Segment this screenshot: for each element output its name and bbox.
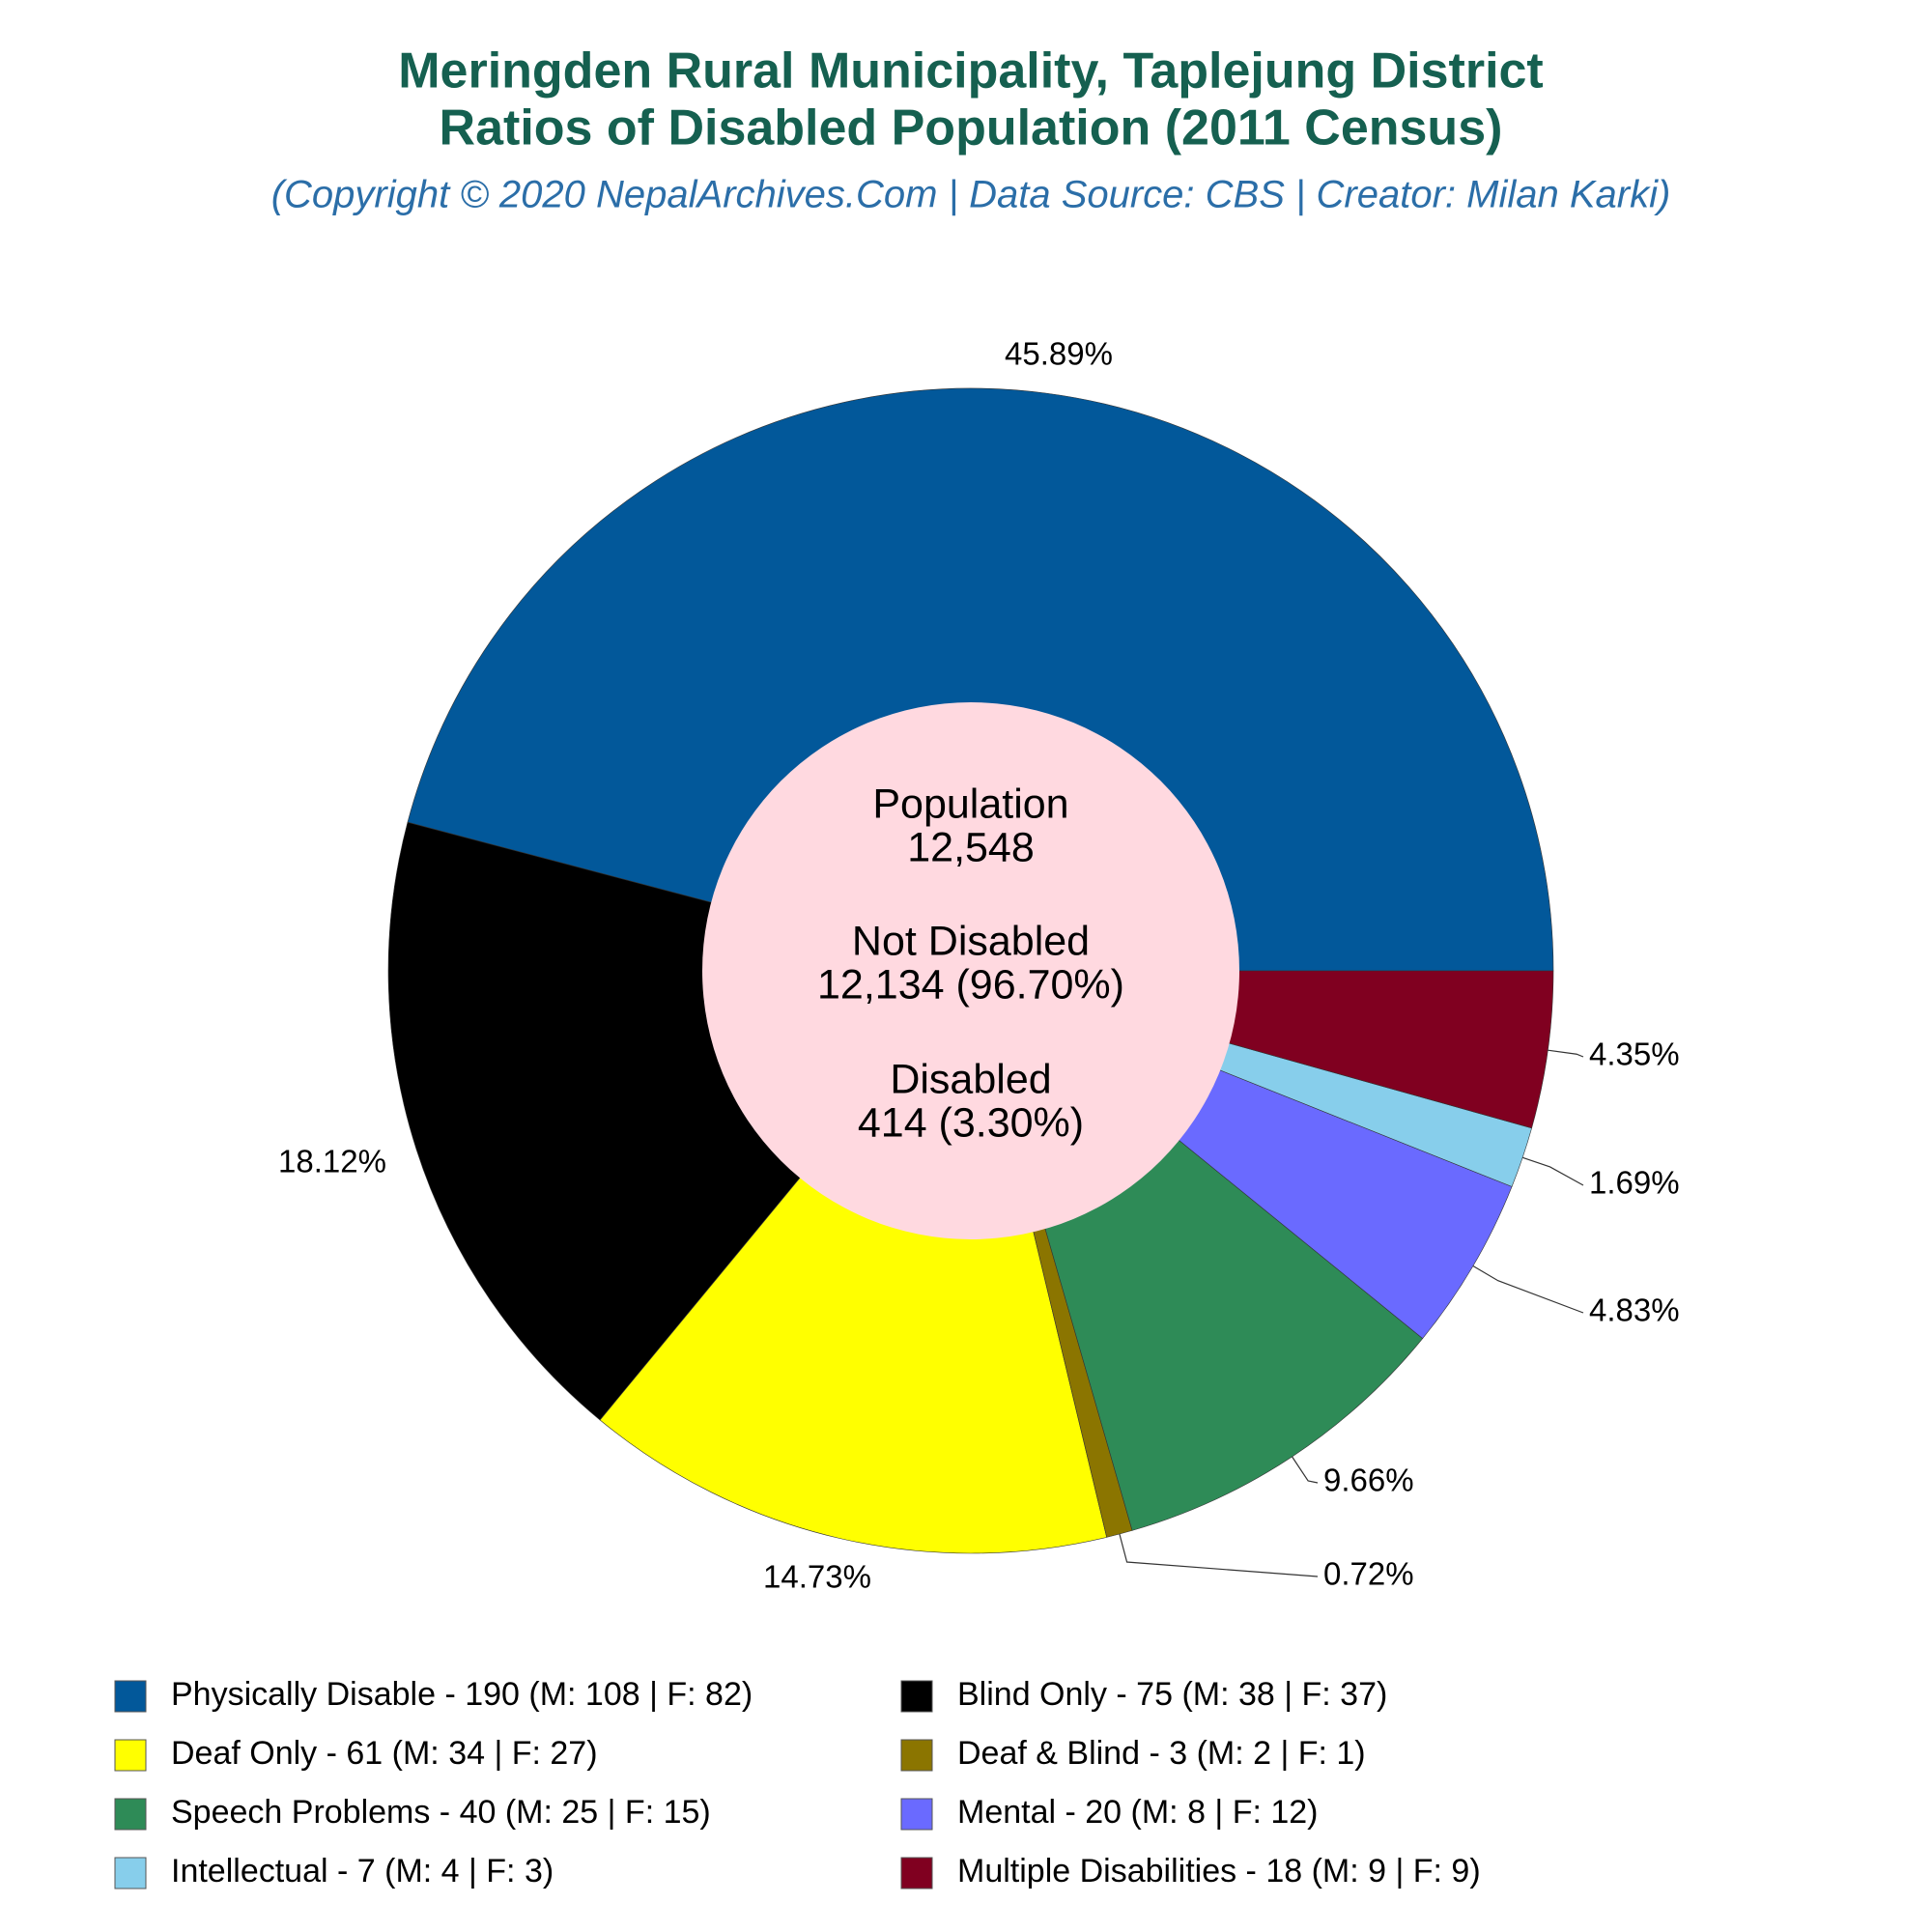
center-hole [702, 702, 1239, 1239]
chart-title: Meringden Rural Municipality, Taplejung … [398, 43, 1544, 99]
center-text: 12,134 (96.70%) [817, 961, 1124, 1008]
data-label: 9.66% [1323, 1463, 1414, 1498]
legend-swatch [114, 1798, 147, 1831]
credit: (Copyright © 2020 NepalArchives.Com | Da… [271, 174, 1671, 216]
leader-line [1472, 1264, 1584, 1314]
legend-label: Blind Only - 75 (M: 38 | F: 37) [957, 1676, 1387, 1713]
legend-label: Deaf & Blind - 3 (M: 2 | F: 1) [957, 1735, 1366, 1772]
data-label: 4.83% [1589, 1293, 1680, 1328]
center-text: Population [872, 781, 1068, 827]
data-label: 18.12% [278, 1144, 386, 1179]
leader-line [1521, 1156, 1584, 1186]
legend-label: Mental - 20 (M: 8 | F: 12) [957, 1794, 1319, 1831]
legend-swatch [114, 1680, 147, 1713]
legend-label: Multiple Disabilities - 18 (M: 9 | F: 9) [957, 1853, 1481, 1889]
slice [407, 387, 1554, 972]
leader-line [1292, 1456, 1319, 1484]
legend-label: Deaf Only - 61 (M: 34 | F: 27) [171, 1735, 598, 1772]
data-label: 14.73% [763, 1559, 871, 1595]
legend-label: Intellectual - 7 (M: 4 | F: 3) [171, 1853, 554, 1889]
leader-line [1548, 1049, 1584, 1058]
data-label: 4.35% [1589, 1037, 1680, 1072]
center-text: Disabled [890, 1056, 1051, 1102]
legend-swatch [114, 1739, 147, 1772]
legend-label: Physically Disable - 190 (M: 108 | F: 82… [171, 1676, 753, 1713]
data-label: 0.72% [1323, 1556, 1414, 1592]
legend-swatch [114, 1857, 147, 1889]
legend-swatch [900, 1798, 933, 1831]
center-text: 12,548 [907, 824, 1035, 870]
legend-label: Speech Problems - 40 (M: 25 | F: 15) [171, 1794, 711, 1831]
data-label: 45.89% [1005, 336, 1113, 372]
center-text: Not Disabled [852, 918, 1090, 964]
legend-swatch [900, 1857, 933, 1889]
chart-subtitle: Ratios of Disabled Population (2011 Cens… [440, 100, 1503, 156]
legend-swatch [900, 1739, 933, 1772]
leader-line [1119, 1533, 1319, 1577]
data-label: 1.69% [1589, 1165, 1680, 1201]
legend-swatch [900, 1680, 933, 1713]
center-text: 414 (3.30%) [858, 1099, 1084, 1146]
